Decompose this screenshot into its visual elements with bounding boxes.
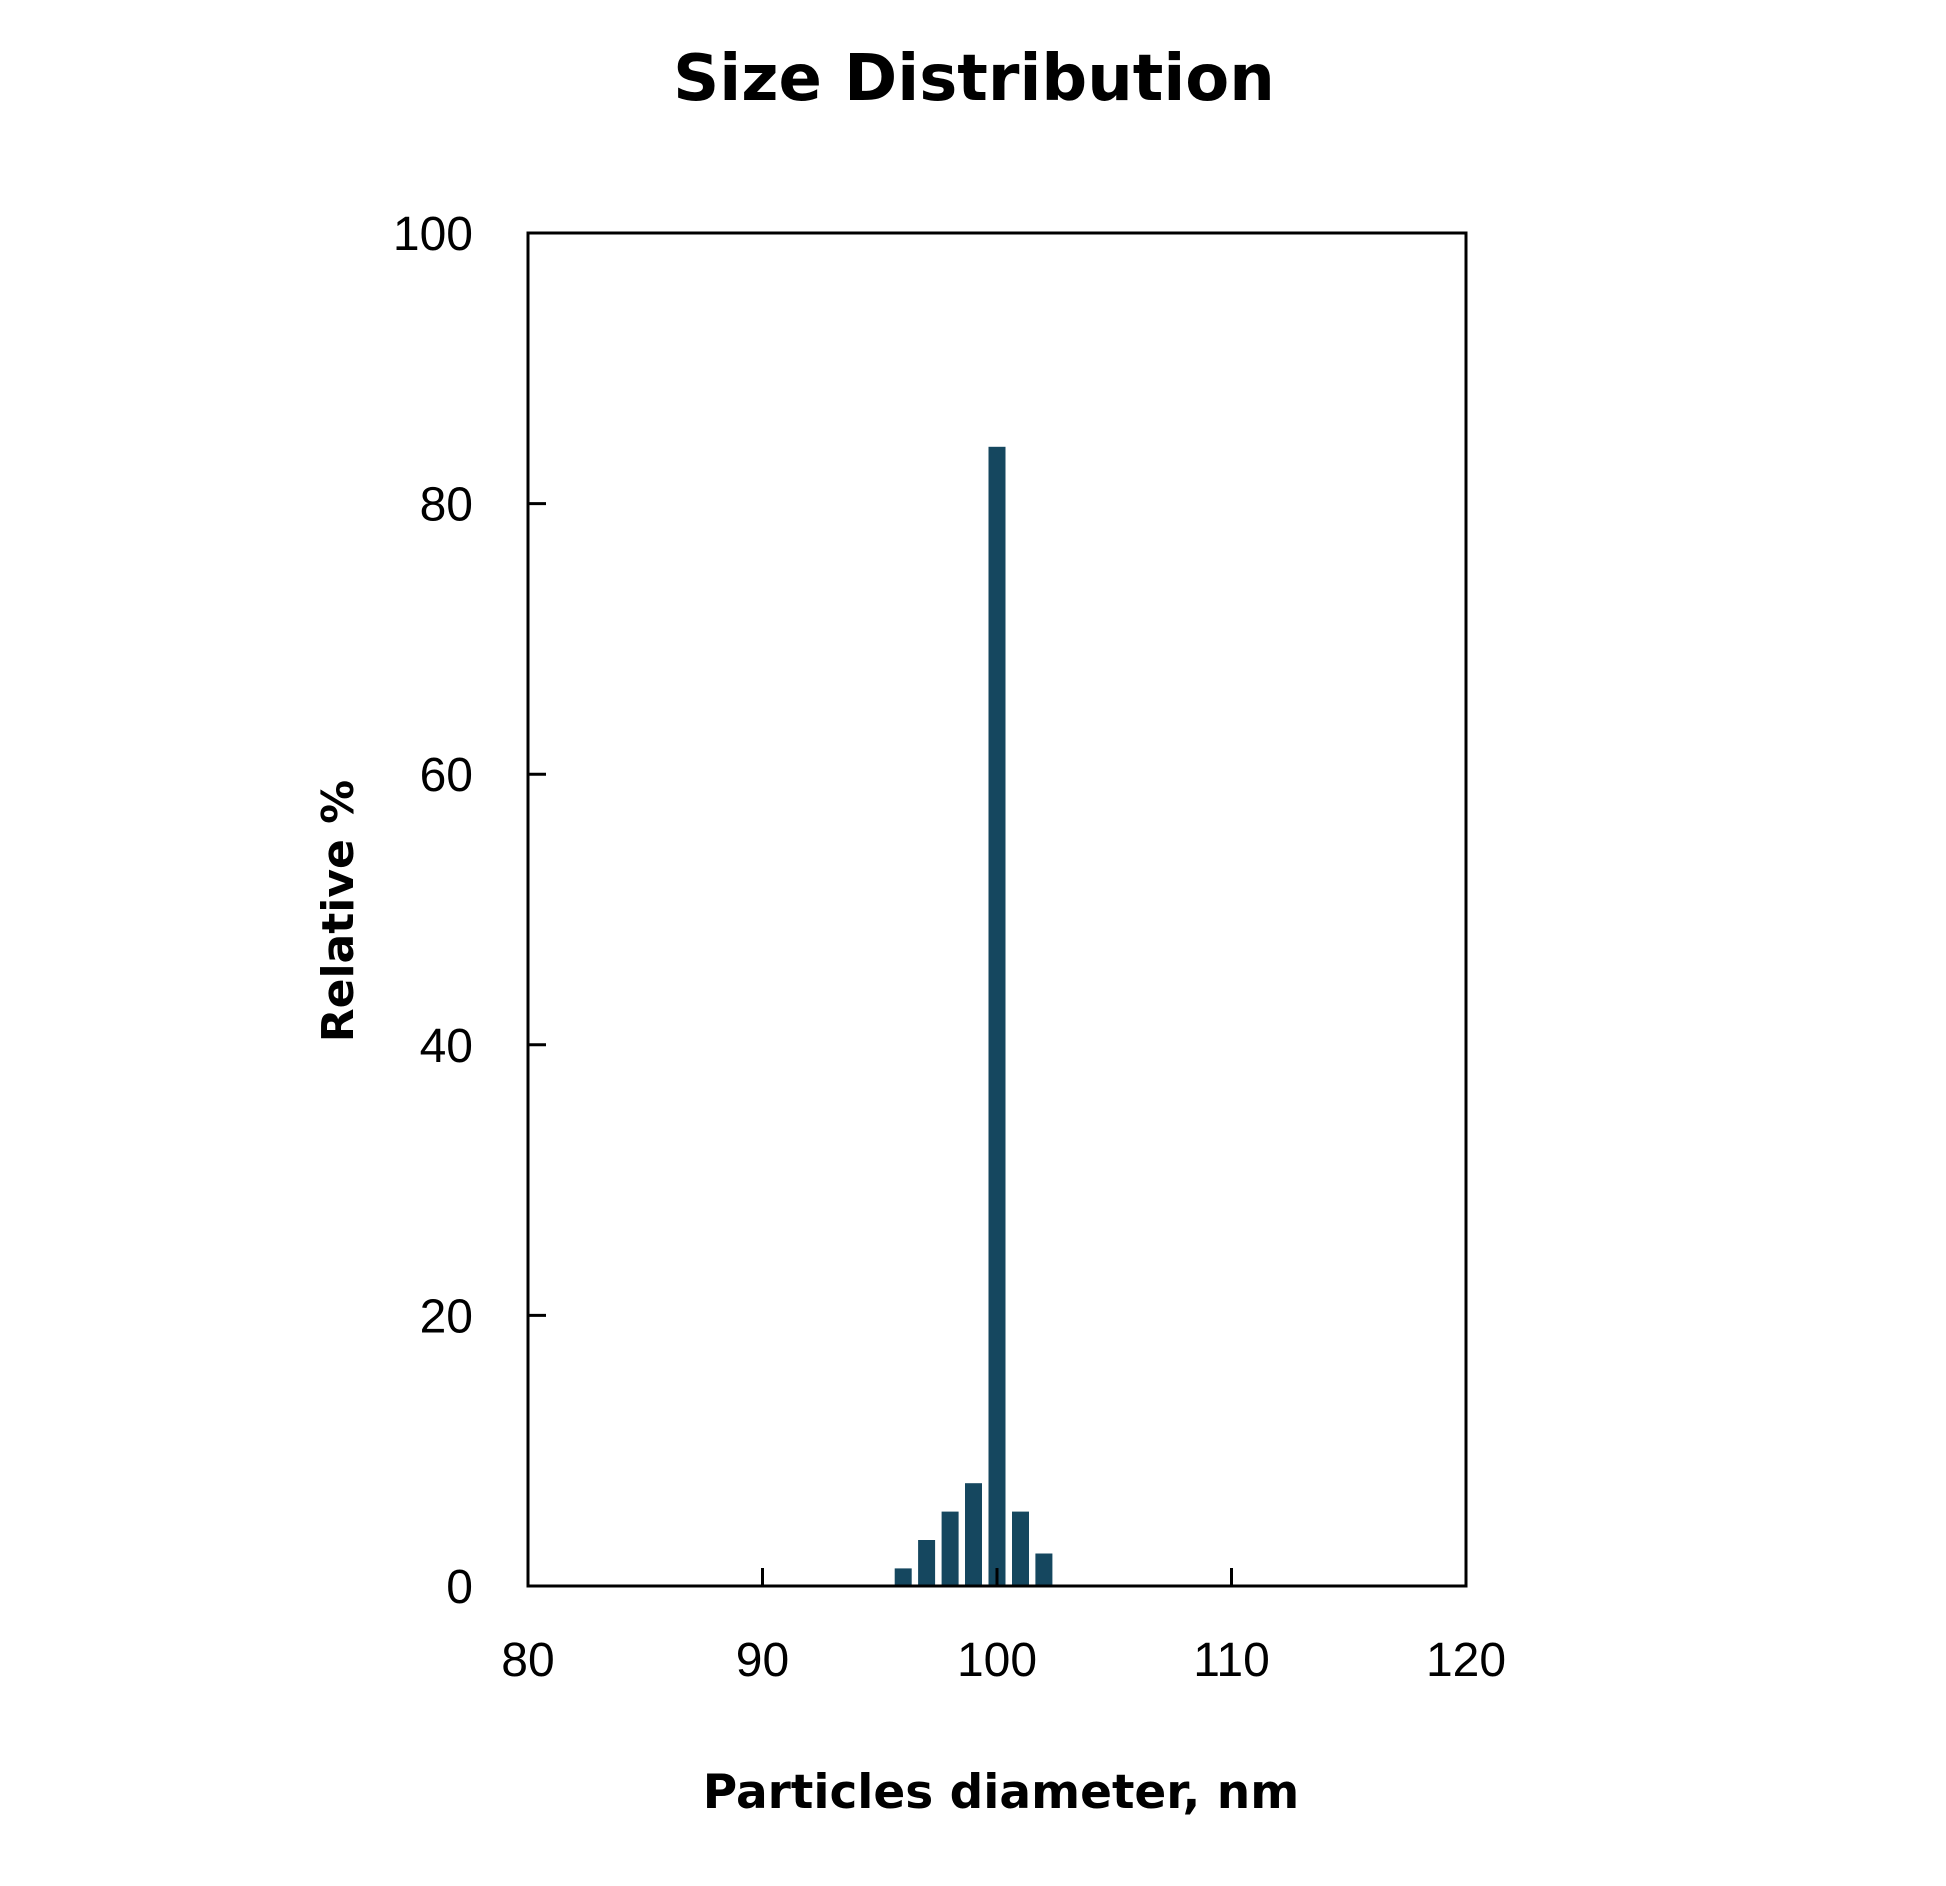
x-tick-label: 110 xyxy=(1193,1634,1270,1687)
x-axis-label: Particles diameter, nm xyxy=(703,1765,1299,1820)
chart-title: Size Distribution xyxy=(673,42,1275,116)
bar-series xyxy=(894,446,1053,1586)
y-axis-label: Relative % xyxy=(313,780,364,1043)
x-tick-label: 120 xyxy=(1426,1634,1506,1687)
y-tick-label: 80 xyxy=(420,479,473,532)
y-tick-label: 40 xyxy=(420,1020,473,1073)
y-axis-ticks: 0 20 40 60 80 100 xyxy=(393,208,546,1614)
bar-102 xyxy=(1035,1553,1053,1586)
bar-99 xyxy=(965,1483,982,1586)
bar-98 xyxy=(941,1511,959,1586)
bar-97 xyxy=(918,1540,936,1586)
x-axis-ticks: 80 90 100 110 120 xyxy=(501,1568,1506,1687)
bar-100 xyxy=(988,446,1006,1586)
bar-96 xyxy=(894,1568,912,1586)
y-tick-label: 20 xyxy=(420,1290,473,1343)
x-tick-label: 100 xyxy=(957,1634,1037,1687)
bar-101 xyxy=(1012,1511,1029,1586)
y-tick-label: 0 xyxy=(446,1561,473,1614)
x-tick-label: 80 xyxy=(501,1634,554,1687)
x-tick-label: 90 xyxy=(736,1634,789,1687)
y-tick-label: 100 xyxy=(393,208,473,261)
y-tick-label: 60 xyxy=(420,749,473,802)
